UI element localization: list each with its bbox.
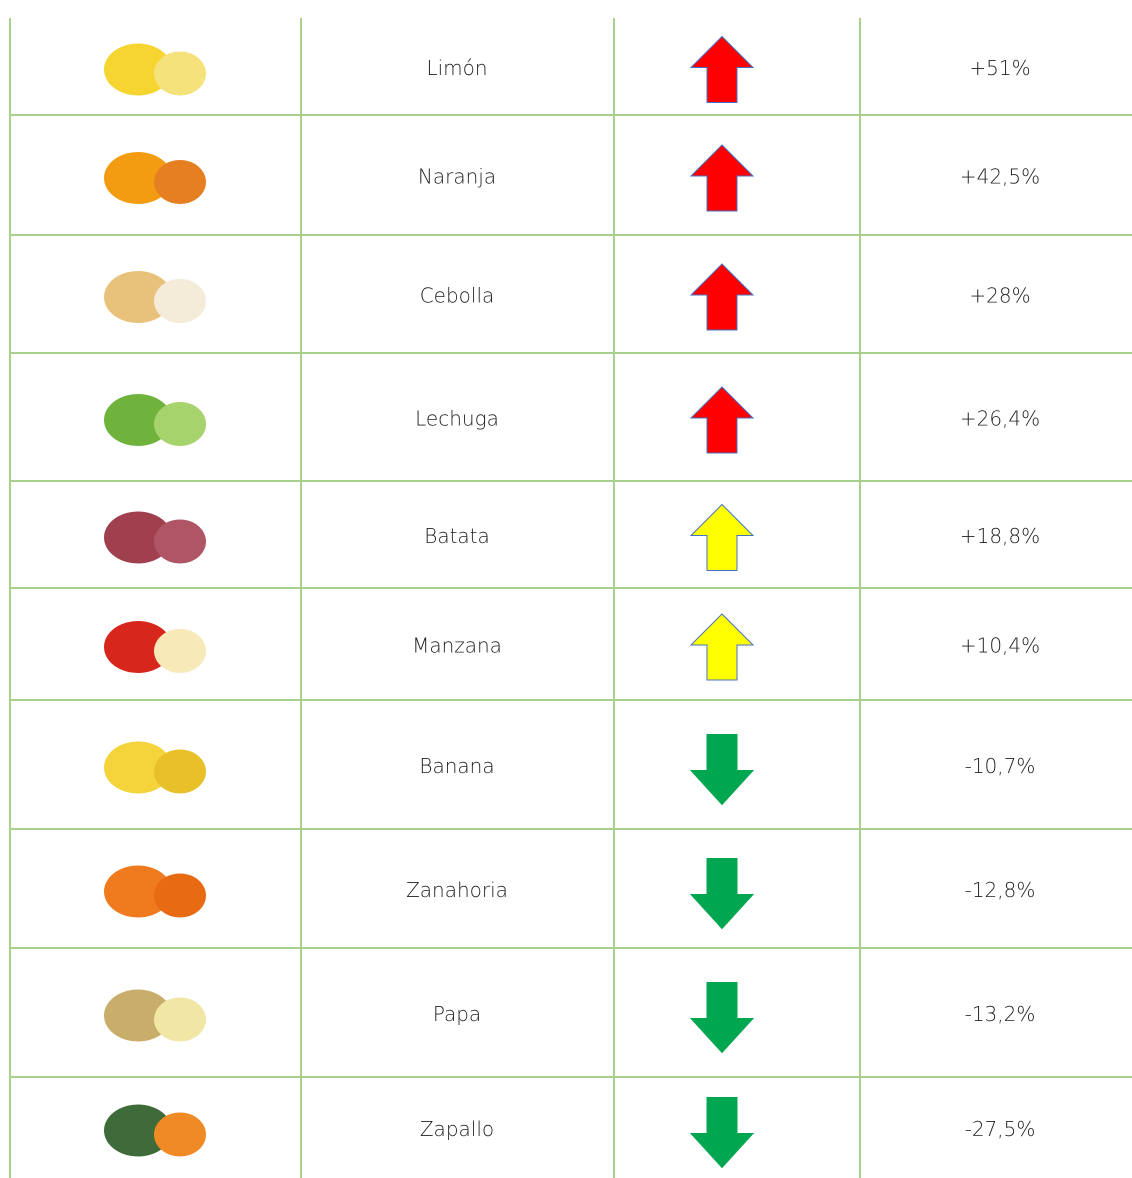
produce-icon (104, 43, 206, 96)
icon-shape (104, 865, 172, 918)
icon-shape (154, 1112, 206, 1157)
price-change: -12,8% (965, 878, 1036, 902)
icon-shape (104, 152, 172, 204)
price-change: +51% (969, 56, 1030, 80)
product-name: Lechuga (415, 407, 499, 431)
produce-icon (104, 741, 206, 794)
produce-icon (104, 1104, 206, 1157)
icon-shape (104, 621, 172, 673)
icon-shape (154, 51, 206, 96)
icon-shape (154, 997, 206, 1042)
price-change: +42,5% (960, 165, 1040, 189)
icon-shape (104, 271, 172, 323)
icon-shape (104, 511, 172, 564)
icon-shape (154, 402, 206, 446)
product-name: Zanahoria (406, 878, 508, 902)
produce-icon (104, 271, 206, 323)
icon-shape (104, 741, 172, 794)
icon-shape (104, 989, 172, 1042)
trend-arrow (689, 982, 755, 1054)
icon-shape (104, 1104, 172, 1157)
icon-shape (154, 279, 206, 323)
produce-icon (104, 394, 206, 446)
produce-icon (104, 621, 206, 673)
product-name: Naranja (418, 165, 496, 189)
product-name: Batata (424, 524, 490, 548)
product-name: Papa (433, 1002, 481, 1026)
trend-arrow (689, 35, 755, 103)
trend-arrow (689, 144, 755, 212)
product-name: Manzana (412, 634, 502, 658)
produce-icon (104, 989, 206, 1042)
icon-shape (154, 873, 206, 918)
trend-arrow (689, 858, 755, 930)
price-change: +18,8% (960, 524, 1040, 548)
price-change: +10,4% (960, 634, 1040, 658)
product-name: Cebolla (420, 284, 495, 308)
icon-shape (104, 43, 172, 96)
produce-icon (104, 511, 206, 564)
trend-arrow (689, 734, 755, 806)
produce-icon (104, 152, 206, 204)
trend-arrow (689, 386, 755, 454)
price-change: +26,4% (960, 407, 1040, 431)
icon-shape (154, 749, 206, 794)
price-change: -10,7% (965, 754, 1036, 778)
icon-shape (154, 160, 206, 204)
icon-shape (154, 519, 206, 564)
price-change: -13,2% (965, 1002, 1036, 1026)
icon-shape (154, 629, 206, 673)
price-change: +28% (969, 284, 1030, 308)
trend-arrow (689, 613, 755, 681)
trend-arrow (689, 263, 755, 331)
icon-shape (104, 394, 172, 446)
trend-arrow (689, 503, 755, 571)
product-name: Banana (419, 754, 494, 778)
product-name: Zapallo (420, 1117, 494, 1141)
produce-icon (104, 865, 206, 918)
trend-arrow (689, 1097, 755, 1169)
price-change: -27,5% (965, 1117, 1036, 1141)
product-name: Limón (426, 56, 487, 80)
